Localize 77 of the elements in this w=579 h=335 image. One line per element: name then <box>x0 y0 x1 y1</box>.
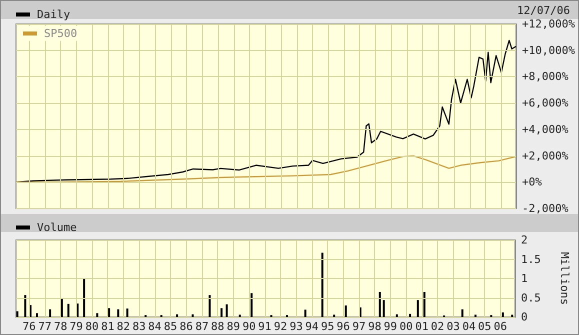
y-tick-label: 0.5 <box>521 291 541 304</box>
bar <box>49 309 52 317</box>
bar <box>60 298 63 317</box>
x-tick-label: 89 <box>226 320 240 333</box>
bar <box>83 278 86 317</box>
y-tick-label: 1.5 <box>521 252 541 266</box>
bar <box>176 314 178 317</box>
y-axis-title: Millions <box>558 252 571 305</box>
x-tick-label: 76 <box>22 320 36 333</box>
y-tick-label: +0% <box>522 176 542 189</box>
bar <box>24 295 26 317</box>
bar <box>304 310 306 317</box>
x-tick-label: 88 <box>211 320 224 333</box>
x-tick-label: 94 <box>305 320 319 333</box>
bar <box>117 309 120 317</box>
x-tick-label: 97 <box>352 320 366 333</box>
bar <box>96 313 98 317</box>
x-tick-label: 86 <box>180 320 193 333</box>
bar <box>423 292 426 317</box>
y-tick-label: 0 <box>521 310 528 324</box>
x-tick-label: 01 <box>415 320 428 333</box>
bar <box>36 313 38 317</box>
y-tick-label: +10,000% <box>522 44 576 57</box>
bar <box>321 252 324 317</box>
x-tick-label: 81 <box>101 320 114 333</box>
bar <box>396 314 398 317</box>
bar <box>378 292 381 317</box>
bar <box>226 304 228 317</box>
y-tick-label: +12,000% <box>522 18 576 30</box>
x-tick-label: 95 <box>320 320 334 333</box>
x-tick-label: 06 <box>494 320 508 333</box>
x-tick-label: 05 <box>478 320 492 333</box>
y-tick-label: +2,000% <box>522 149 569 162</box>
bar <box>208 295 211 317</box>
legend-label: Volume <box>37 221 77 234</box>
x-tick-label: 90 <box>242 320 256 333</box>
y-tick-label: 2 <box>521 234 528 246</box>
y-tick-label: -2,000% <box>522 202 569 215</box>
legend-label: Daily <box>37 8 70 21</box>
x-tick-label: 82 <box>116 320 130 333</box>
x-tick-label: 80 <box>85 320 99 333</box>
bar <box>250 293 253 317</box>
x-tick-label: 00 <box>399 320 413 333</box>
bar <box>409 314 412 317</box>
x-tick-label: 93 <box>290 320 303 333</box>
x-tick-label: 78 <box>54 320 68 333</box>
bar <box>461 309 464 317</box>
x-tick-label: 04 <box>462 320 476 333</box>
bar <box>16 311 18 317</box>
bar <box>382 300 385 317</box>
legend-label: SP500 <box>44 27 78 40</box>
y-tick-label: +6,000% <box>522 96 569 110</box>
x-tick-label: 83 <box>132 320 146 333</box>
x-tick-label: 03 <box>446 320 460 333</box>
x-tick-label: 96 <box>336 320 350 333</box>
x-tick-label: 02 <box>430 320 444 333</box>
x-tick-label: 91 <box>258 320 272 333</box>
x-tick-label: 79 <box>70 320 83 333</box>
x-tick-label: 92 <box>274 320 288 333</box>
bar <box>192 314 194 317</box>
y-tick-label: +4,000% <box>522 122 569 136</box>
bar <box>344 305 347 317</box>
bar <box>416 300 419 317</box>
bar <box>220 308 223 317</box>
x-tick-label: 99 <box>384 320 398 333</box>
x-tick-label: 84 <box>148 320 162 333</box>
bar <box>108 308 110 317</box>
text: 12/07/06 <box>517 4 570 17</box>
bar <box>502 312 504 317</box>
x-tick-label: 98 <box>368 320 382 333</box>
y-tick-label: 1 <box>521 272 528 285</box>
y-tick-label: +8,000% <box>522 70 569 84</box>
x-tick-label: 85 <box>164 320 178 333</box>
line-series <box>15 155 517 183</box>
x-tick-label: 87 <box>195 320 209 333</box>
x-tick-label: 77 <box>38 320 52 333</box>
bar <box>67 304 70 317</box>
